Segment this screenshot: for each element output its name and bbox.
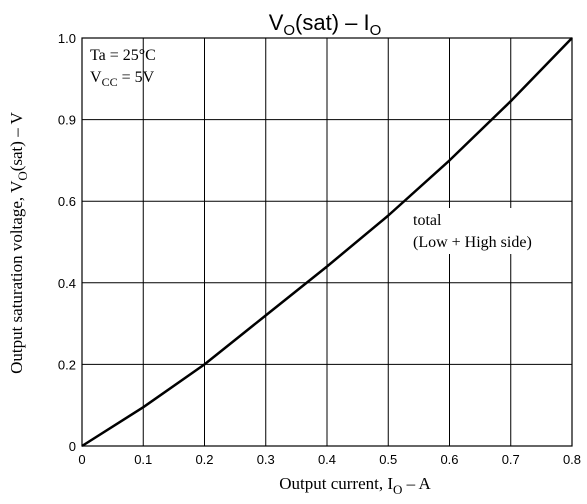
y-tick-label: 0.9	[58, 113, 76, 128]
annotation-low-high: (Low + High side)	[413, 234, 532, 251]
x-tick-label: 0.6	[440, 452, 458, 467]
annotation-total: total	[413, 212, 442, 229]
x-tick-label: 0.7	[502, 452, 520, 467]
y-tick-label: 0.2	[58, 357, 76, 372]
y-axis-ticks: 0 0.2 0.4 0.6 0.9 1.0	[58, 31, 76, 454]
x-axis-label: Output current, IO – A	[279, 474, 431, 497]
chart-title: VO(sat) – IO	[269, 10, 382, 39]
x-tick-label: 0	[78, 452, 85, 467]
y-tick-label: 0.4	[58, 276, 76, 291]
x-tick-label: 0.8	[563, 452, 581, 467]
y-axis-label: Output saturation voltage, VO(sat) – V	[7, 111, 30, 374]
x-tick-label: 0.2	[195, 452, 213, 467]
condition-vcc: VCC = 5V	[90, 69, 155, 89]
x-axis-ticks: 0 0.1 0.2 0.3 0.4 0.5 0.6 0.7 0.8	[78, 452, 581, 467]
x-tick-label: 0.5	[379, 452, 397, 467]
condition-ta: Ta = 25°C	[90, 47, 156, 64]
x-tick-label: 0.1	[134, 452, 152, 467]
plot-frame	[81, 37, 573, 447]
y-tick-label: 0	[69, 439, 76, 454]
y-tick-label: 0.6	[58, 194, 76, 209]
y-tick-label: 1.0	[58, 31, 76, 46]
x-tick-label: 0.3	[257, 452, 275, 467]
annotation-background	[408, 208, 570, 254]
series-line-total	[81, 37, 573, 448]
x-tick-label: 0.4	[318, 452, 336, 467]
